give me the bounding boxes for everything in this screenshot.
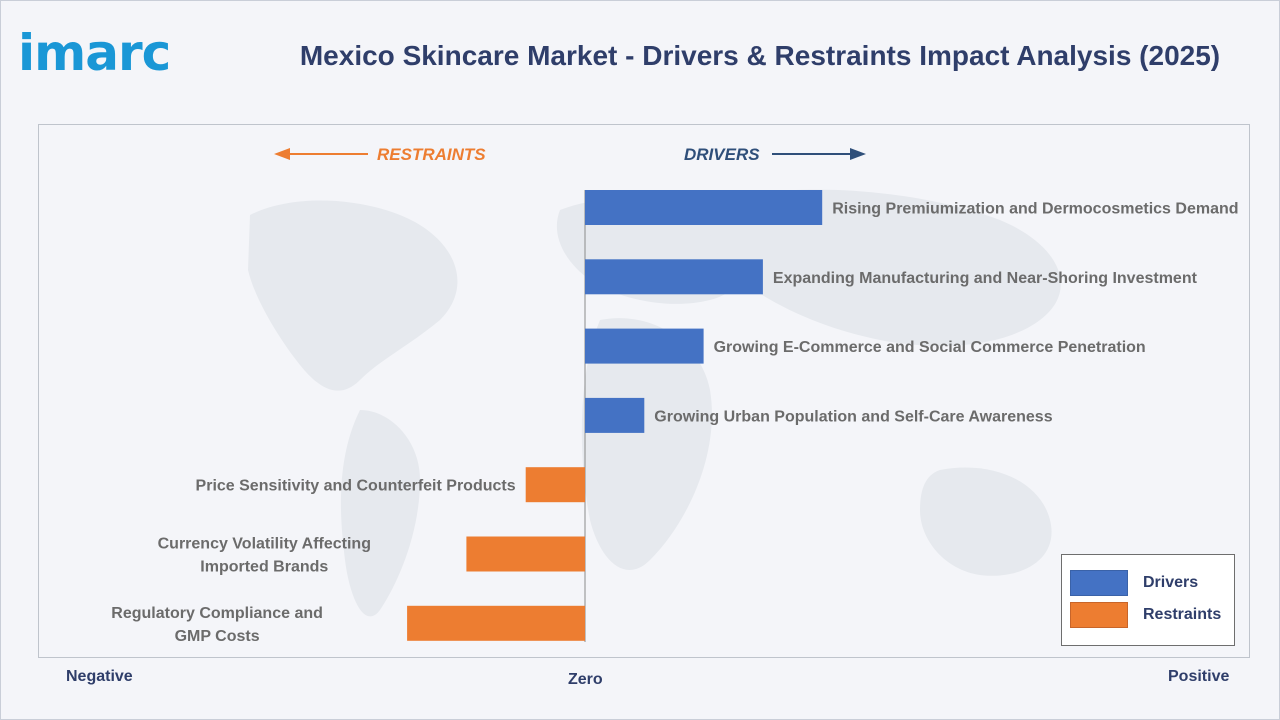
legend-label-restraints: Restraints [1143,606,1222,623]
bar-restraints-7 [407,605,585,641]
direction-labels: RESTRAINTS DRIVERS [274,145,866,164]
bar-label-7: Regulatory Compliance and GMP Costs [111,605,323,645]
bar-label-5: Price Sensitivity and Counterfeit Produc… [196,478,516,495]
bar-drivers-1 [585,190,823,225]
bar-labels-group: Rising Premiumization and Dermocosmetics… [111,201,1238,645]
axis-zero-label: Zero [568,671,603,688]
bar-label-4: Growing Urban Population and Self-Care A… [654,408,1052,425]
bar-drivers-3 [585,328,704,364]
legend-swatch-drivers [1070,570,1128,596]
bar-label-2: Expanding Manufacturing and Near-Shoring… [773,270,1198,287]
legend: Drivers Restraints [1061,554,1235,646]
axis-positive-label: Positive [1168,668,1230,685]
bars-group [407,190,823,641]
axis-negative-label: Negative [66,668,133,685]
bar-drivers-2 [585,259,763,295]
bar-label-3: Growing E-Commerce and Social Commerce P… [714,339,1146,356]
bar-drivers-4 [585,397,645,433]
legend-item-drivers: Drivers [1070,570,1198,596]
legend-item-restraints: Restraints [1070,602,1221,628]
bar-label-1: Rising Premiumization and Dermocosmetics… [832,201,1238,218]
bar-restraints-6 [466,536,585,572]
drivers-direction-label: DRIVERS [684,145,760,164]
world-map-watermark [248,189,1061,617]
bar-restraints-5 [525,467,585,503]
imarc-logo: imarc [18,24,171,82]
restraints-direction-label: RESTRAINTS [377,145,486,164]
legend-label-drivers: Drivers [1143,574,1199,591]
chart-title: Mexico Skincare Market - Drivers & Restr… [299,40,1221,71]
bar-label-6: Currency Volatility Affecting Imported Br… [158,536,371,576]
legend-swatch-restraints [1070,602,1128,628]
